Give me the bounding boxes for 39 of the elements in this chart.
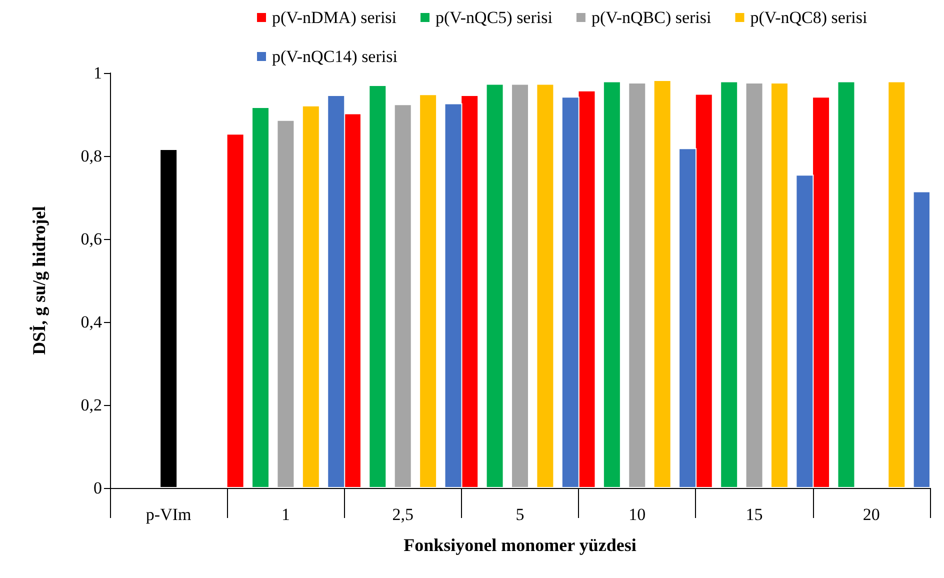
bar bbox=[276, 120, 295, 488]
x-axis-title: Fonksiyonel monomer yüzdesi bbox=[404, 535, 636, 555]
bar bbox=[419, 94, 438, 488]
y-tick-label: 0 bbox=[94, 478, 102, 498]
bar bbox=[486, 84, 504, 488]
bar bbox=[745, 82, 764, 488]
legend-label: p(V-nQC8) serisi bbox=[750, 8, 868, 27]
bar bbox=[912, 191, 930, 488]
legend-label: p(V-nQC14) serisi bbox=[272, 47, 398, 66]
bar bbox=[837, 81, 856, 488]
x-tick-label: p-VIm bbox=[146, 505, 192, 524]
x-tick-label: 5 bbox=[516, 505, 524, 524]
bar bbox=[602, 81, 621, 488]
bar bbox=[536, 84, 554, 488]
y-tick-label: 0,4 bbox=[80, 312, 102, 332]
x-tick-label: 15 bbox=[746, 505, 763, 524]
x-tick-label: 1 bbox=[281, 505, 290, 524]
x-tick-label: 2,5 bbox=[392, 505, 414, 524]
y-tick-label: 1 bbox=[94, 64, 102, 82]
bar bbox=[653, 80, 672, 488]
y-tick-label: 0,8 bbox=[80, 146, 102, 166]
legend-label: p(V-nQC5) serisi bbox=[436, 8, 553, 27]
bar bbox=[302, 105, 320, 488]
x-tick-label: 20 bbox=[862, 505, 880, 524]
bar bbox=[252, 107, 270, 488]
bar bbox=[888, 81, 906, 488]
bar bbox=[720, 81, 738, 488]
bar bbox=[770, 82, 788, 488]
x-tick-label: 10 bbox=[628, 505, 646, 524]
y-tick-label: 0,2 bbox=[80, 396, 102, 414]
y-tick-label: 0,6 bbox=[80, 230, 102, 248]
bar bbox=[628, 82, 646, 488]
y-axis-title: DSİ, g su/g hidrojel bbox=[29, 206, 49, 355]
bar bbox=[394, 104, 412, 488]
bar bbox=[511, 84, 529, 488]
bar bbox=[368, 85, 387, 488]
legend-label: p(V-nQBC) serisi bbox=[591, 8, 712, 27]
legend-label: p(V-nDMA) serisi bbox=[272, 8, 397, 27]
bar bbox=[226, 134, 244, 488]
